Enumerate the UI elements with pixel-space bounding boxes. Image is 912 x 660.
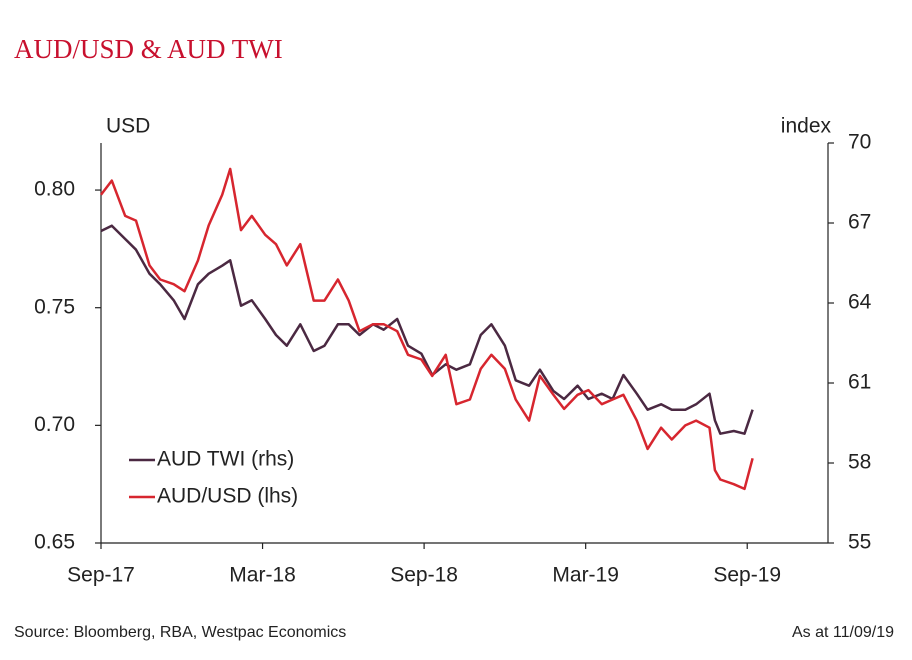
data-line	[100, 167, 754, 491]
x-tick-label: Sep-18	[390, 564, 458, 587]
y-tick-label: 0.80	[34, 178, 75, 201]
x-tick-label: Mar-18	[229, 564, 296, 587]
y2-tick-label: 61	[848, 371, 871, 394]
y2-tick-label: 55	[848, 531, 871, 554]
y-tick-label: 0.65	[34, 531, 75, 554]
y2-tick-label: 64	[848, 291, 872, 314]
y-axis-label: USD	[106, 115, 150, 138]
y2-tick-label: 70	[848, 131, 871, 154]
y-tick-label: 0.70	[34, 413, 75, 436]
chart-title: AUD/USD & AUD TWI	[14, 34, 283, 64]
legend-label: AUD/USD (lhs)	[157, 485, 298, 508]
y2-tick-label: 58	[848, 451, 871, 474]
date-note: As at 11/09/19	[792, 624, 894, 641]
source-note: Source: Bloomberg, RBA, Westpac Economic…	[14, 624, 346, 641]
x-tick-label: Mar-19	[552, 564, 619, 587]
y2-tick-label: 67	[848, 211, 871, 234]
legend-label: AUD TWI (rhs)	[157, 448, 294, 471]
x-tick-label: Sep-17	[67, 564, 135, 587]
y2-axis-label: index	[781, 115, 832, 138]
x-tick-label: Sep-19	[713, 564, 781, 587]
y-tick-label: 0.75	[34, 295, 75, 318]
